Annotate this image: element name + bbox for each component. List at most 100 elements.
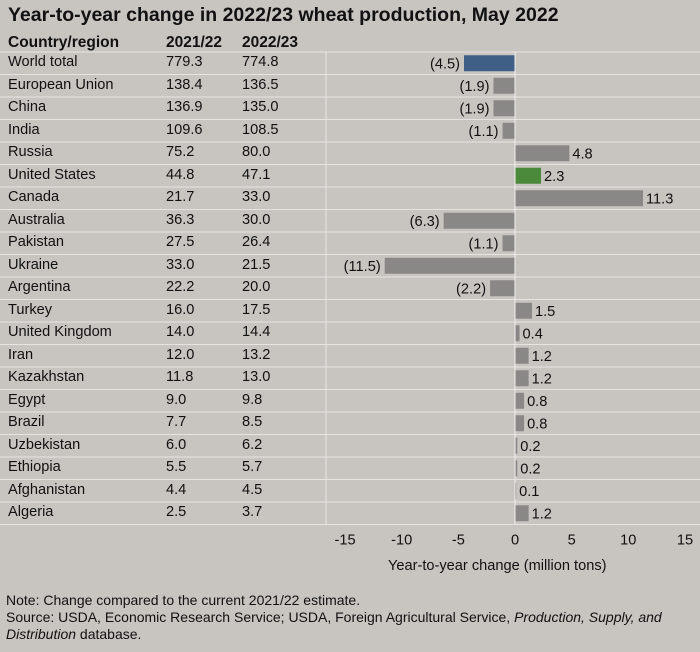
bar xyxy=(515,392,525,409)
table-row: United States 44.8 47.1 xyxy=(0,165,700,188)
production-2022-23: 135.0 xyxy=(242,99,279,115)
country-name: Kazakhstan xyxy=(8,369,85,385)
table-row: Argentina 22.2 20.0 xyxy=(0,277,700,300)
country-name: Argentina xyxy=(8,279,71,295)
country-name: China xyxy=(8,99,47,115)
production-2021-22: 27.5 xyxy=(166,234,195,250)
bar-value-label: (6.3) xyxy=(410,214,440,230)
production-2021-22: 5.5 xyxy=(166,459,187,475)
production-2021-22: 109.6 xyxy=(166,121,203,138)
x-axis-label: Year-to-year change (million tons) xyxy=(388,558,607,574)
bar-value-label: (1.1) xyxy=(469,124,499,140)
country-name: Australia xyxy=(8,211,65,228)
bar xyxy=(464,55,515,72)
bar-value-label: (2.2) xyxy=(456,281,486,297)
x-tick-label: -15 xyxy=(335,533,356,549)
bar xyxy=(384,257,515,274)
bar xyxy=(515,437,518,454)
production-2022-23: 3.7 xyxy=(242,504,263,520)
country-name: World total xyxy=(8,54,78,70)
production-2022-23: 30.0 xyxy=(242,211,271,228)
country-name: United Kingdom xyxy=(8,324,112,340)
source-suffix: database. xyxy=(76,626,142,642)
bar xyxy=(493,100,515,117)
production-2022-23: 20.0 xyxy=(242,279,271,295)
x-tick-label: 5 xyxy=(568,533,576,549)
bar xyxy=(493,77,515,94)
production-2021-22: 6.0 xyxy=(166,436,187,453)
country-name: Uzbekistan xyxy=(8,436,81,453)
table-row: Iran 12.0 13.2 xyxy=(0,345,700,368)
production-2022-23: 26.4 xyxy=(242,234,271,250)
country-name: Canada xyxy=(8,189,60,205)
production-2022-23: 13.0 xyxy=(242,369,271,385)
production-2021-22: 12.0 xyxy=(166,346,195,363)
bar-value-label: (1.1) xyxy=(469,236,499,252)
country-name: Russia xyxy=(8,144,53,160)
bar xyxy=(502,122,515,139)
table-row: Uzbekistan 6.0 6.2 xyxy=(0,435,700,458)
column-header-country: Country/region xyxy=(8,34,120,51)
production-2022-23: 14.4 xyxy=(242,324,271,340)
production-2022-23: 9.8 xyxy=(242,391,263,408)
table-row: Egypt 9.0 9.8 xyxy=(0,390,700,413)
column-header-2022-23: 2022/23 xyxy=(242,34,299,51)
production-2021-22: 44.8 xyxy=(166,166,195,183)
chart-title: Year-to-year change in 2022/23 wheat pro… xyxy=(8,4,559,26)
bar-value-label: 0.8 xyxy=(527,394,547,410)
production-2021-22: 33.0 xyxy=(166,256,195,273)
source-italic: Production, Supply, and Distribution xyxy=(6,609,662,642)
production-2021-22: 779.3 xyxy=(166,54,203,70)
table-row: Canada 21.7 33.0 xyxy=(0,187,700,210)
production-2022-23: 17.5 xyxy=(242,301,271,318)
bar-value-label: 1.5 xyxy=(535,304,555,320)
production-2021-22: 22.2 xyxy=(166,279,195,295)
bar xyxy=(515,370,529,387)
table-row: Ethiopia 5.5 5.7 xyxy=(0,457,700,480)
country-name: India xyxy=(8,121,40,138)
bar xyxy=(515,167,542,184)
bar-value-label: (1.9) xyxy=(459,79,489,95)
production-2022-23: 80.0 xyxy=(242,144,271,160)
bar-value-label: 11.3 xyxy=(646,191,673,207)
x-tick-label: 15 xyxy=(677,533,693,549)
x-tick-label: -5 xyxy=(452,533,465,549)
bar xyxy=(515,145,570,162)
production-2022-23: 5.7 xyxy=(242,459,263,475)
production-2022-23: 21.5 xyxy=(242,256,271,273)
country-name: European Union xyxy=(8,76,114,93)
production-2021-22: 138.4 xyxy=(166,76,203,93)
bar-value-label: 1.2 xyxy=(532,349,552,365)
country-name: United States xyxy=(8,166,96,183)
bar-value-label: 2.3 xyxy=(544,169,564,185)
country-name: Ethiopia xyxy=(8,459,61,475)
production-2022-23: 4.5 xyxy=(242,481,263,498)
production-2021-22: 21.7 xyxy=(166,189,195,205)
note-text: Note: Change compared to the current 202… xyxy=(6,592,361,608)
production-2021-22: 2.5 xyxy=(166,504,187,520)
bar-value-label: 0.2 xyxy=(520,439,540,455)
bar xyxy=(515,302,532,319)
production-2021-22: 14.0 xyxy=(166,324,195,340)
bar-value-label: (11.5) xyxy=(344,259,381,275)
source-prefix: Source: USDA, Economic Research Service;… xyxy=(6,609,515,625)
chart-notes: Note: Change compared to the current 202… xyxy=(6,592,696,643)
production-2022-23: 13.2 xyxy=(242,346,271,363)
table-row: United Kingdom 14.0 14.4 xyxy=(0,322,700,345)
country-name: Ukraine xyxy=(8,256,59,273)
production-2022-23: 8.5 xyxy=(242,414,263,430)
bar-value-label: 0.8 xyxy=(527,416,547,432)
bar-value-label: (4.5) xyxy=(430,56,460,72)
production-2021-22: 11.8 xyxy=(166,369,194,385)
bar xyxy=(515,415,525,432)
column-header-2021-22: 2021/22 xyxy=(166,34,223,51)
bar xyxy=(443,212,515,229)
production-2021-22: 36.3 xyxy=(166,211,195,228)
production-2021-22: 9.0 xyxy=(166,391,187,408)
production-2022-23: 774.8 xyxy=(242,54,279,70)
country-name: Algeria xyxy=(8,504,54,520)
bar-value-label: 1.2 xyxy=(532,506,552,522)
table-row: Australia 36.3 30.0 xyxy=(0,210,700,233)
production-2022-23: 33.0 xyxy=(242,189,271,205)
